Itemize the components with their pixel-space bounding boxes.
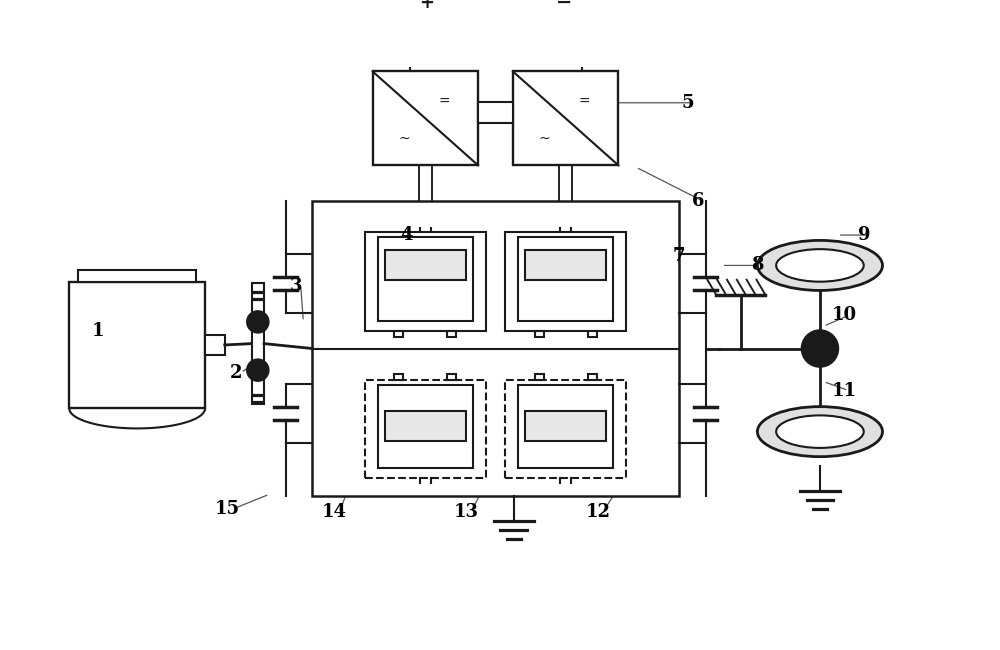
Circle shape — [255, 319, 260, 324]
Text: 1: 1 — [92, 322, 104, 340]
Ellipse shape — [776, 415, 864, 448]
Bar — [518, 237, 613, 320]
Text: 7: 7 — [672, 248, 685, 265]
Bar — [365, 380, 486, 478]
Ellipse shape — [757, 407, 882, 457]
Circle shape — [247, 359, 269, 381]
Ellipse shape — [776, 249, 864, 281]
Text: 13: 13 — [454, 503, 479, 521]
Bar — [518, 385, 613, 468]
Circle shape — [255, 367, 260, 373]
Bar — [447, 331, 456, 337]
Bar — [505, 380, 626, 478]
Bar — [535, 331, 544, 337]
Text: −: − — [556, 0, 573, 12]
Text: 9: 9 — [858, 226, 871, 244]
Text: =: = — [439, 94, 450, 109]
Bar — [385, 250, 466, 280]
Bar — [69, 281, 205, 408]
Ellipse shape — [757, 240, 882, 291]
Text: 2: 2 — [230, 363, 243, 382]
Bar — [78, 270, 196, 281]
Text: 3: 3 — [290, 277, 302, 295]
Bar — [394, 331, 403, 337]
Text: ~: ~ — [398, 132, 410, 146]
Text: ~: ~ — [539, 132, 550, 146]
Text: 15: 15 — [215, 500, 240, 519]
Bar — [252, 283, 264, 404]
Bar — [525, 250, 606, 280]
Text: 6: 6 — [692, 192, 705, 210]
Bar — [394, 374, 403, 380]
Bar — [439, 38, 452, 48]
Bar — [513, 72, 618, 165]
Bar — [378, 385, 473, 468]
Bar — [365, 232, 486, 331]
Bar — [539, 38, 552, 48]
Bar — [478, 103, 513, 123]
Text: 11: 11 — [832, 382, 857, 400]
Bar — [373, 72, 478, 165]
Text: 12: 12 — [586, 503, 611, 521]
Text: +: + — [419, 0, 434, 12]
Bar — [205, 335, 225, 355]
Text: 14: 14 — [322, 503, 347, 521]
Bar — [505, 232, 626, 331]
Text: 10: 10 — [832, 306, 857, 324]
Bar — [525, 411, 606, 441]
Text: =: = — [579, 94, 590, 109]
Text: 8: 8 — [751, 256, 764, 274]
Bar — [447, 374, 456, 380]
Bar — [588, 374, 597, 380]
Bar — [588, 331, 597, 337]
Bar — [385, 411, 466, 441]
Circle shape — [247, 311, 269, 333]
Bar — [378, 237, 473, 320]
Bar — [535, 374, 544, 380]
Text: 5: 5 — [681, 94, 694, 112]
Circle shape — [802, 331, 838, 367]
Bar — [312, 201, 679, 496]
Bar — [402, 0, 589, 38]
Text: 4: 4 — [400, 226, 412, 244]
